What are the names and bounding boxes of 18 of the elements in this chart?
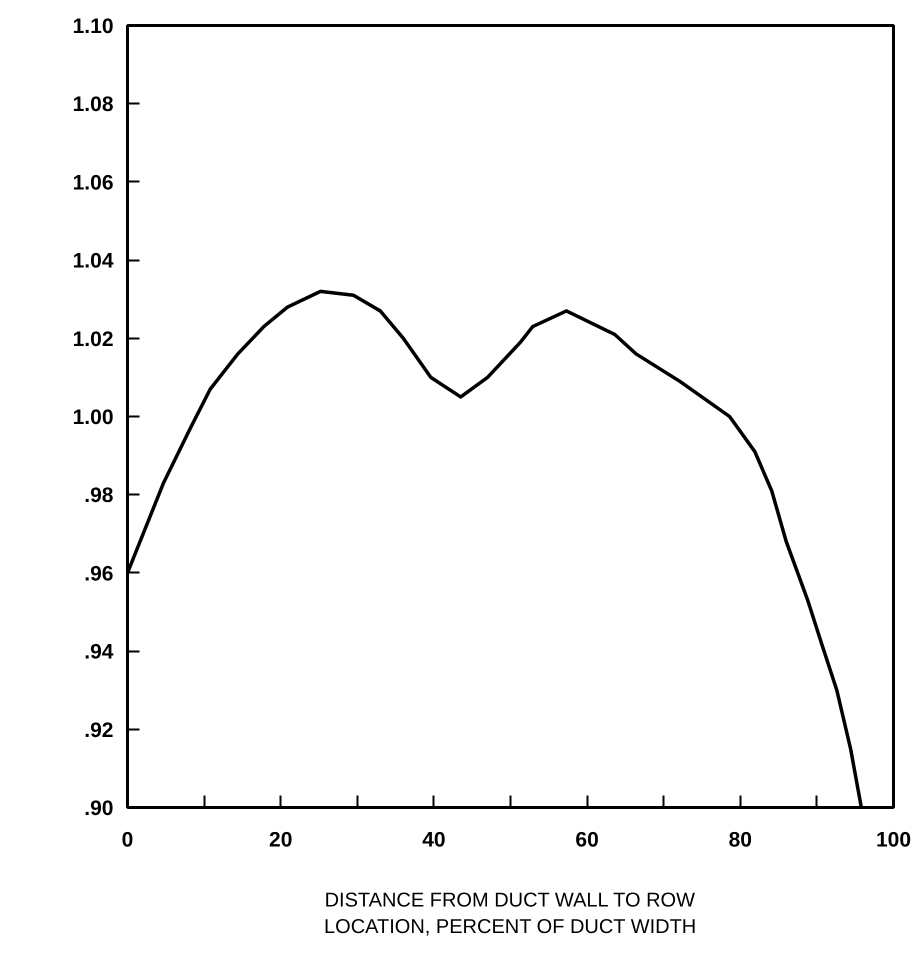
y-tick-label: 1.06 <box>72 171 114 194</box>
y-tick-label: .90 <box>84 797 114 820</box>
y-tick-label: 1.10 <box>72 15 114 38</box>
y-tick-label: .92 <box>84 718 114 742</box>
x-axis-title: DISTANCE FROM DUCT WALL TO ROW LOCATION, PERCENT OF DUCT WIDTH <box>324 890 696 938</box>
x-tick-label: 40 <box>422 828 446 852</box>
y-tick-label: .98 <box>84 484 114 508</box>
y-tick-label: .96 <box>84 562 114 586</box>
y-tick-label: .94 <box>84 640 114 664</box>
x-tick-label: 80 <box>728 828 752 852</box>
x-tick-label: 60 <box>575 828 599 852</box>
x-tick-label: 0 <box>122 828 134 852</box>
y-tick-label: 1.00 <box>72 406 114 429</box>
x-tick-label: 20 <box>269 828 292 852</box>
y-tick-label: 1.02 <box>72 328 114 351</box>
y-tick-label: 1.08 <box>72 93 114 116</box>
x-tick-label: 100 <box>876 828 912 852</box>
y-tick-label: 1.04 <box>72 250 114 273</box>
